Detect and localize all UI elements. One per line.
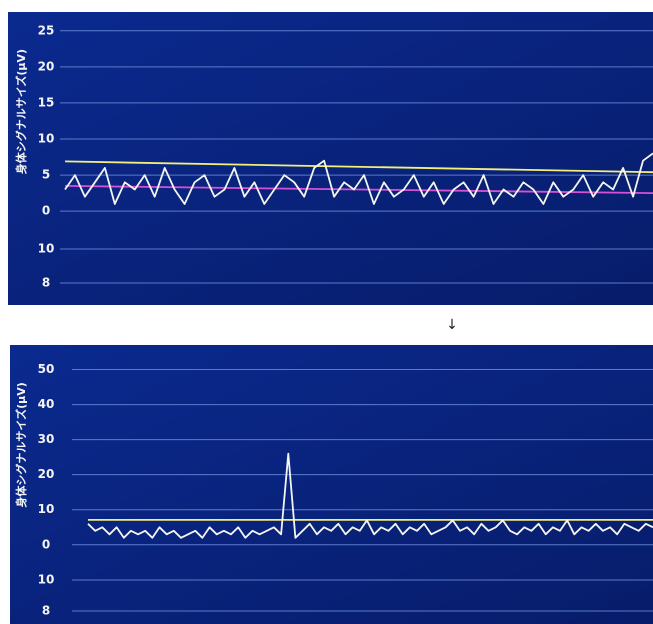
y-axis-label: 身体シグナルサイズ(μV) <box>14 382 28 507</box>
y-tick-label: 8 <box>42 604 50 618</box>
y-tick-label: 10 <box>38 132 55 146</box>
y-tick-label: 50 <box>38 362 55 376</box>
y-tick-label: 40 <box>38 397 55 411</box>
y-tick-label: 30 <box>38 432 55 446</box>
series-line <box>64 160 653 174</box>
y-tick-label: 8 <box>42 276 50 290</box>
y-tick-label: 10 <box>38 502 55 516</box>
screen-bottom <box>10 345 653 624</box>
y-tick-label: 15 <box>38 95 55 109</box>
y-tick-label: 0 <box>42 204 50 218</box>
series-line <box>64 152 653 205</box>
y-tick-label: 5 <box>42 168 50 182</box>
screen-top <box>8 12 653 305</box>
y-tick-label: 0 <box>42 537 50 551</box>
y-tick-label: 10 <box>38 242 55 256</box>
series-line <box>87 452 653 539</box>
y-tick-label: 10 <box>38 573 55 587</box>
y-tick-label: 25 <box>38 23 55 37</box>
y-tick-label: 20 <box>38 467 55 481</box>
series-line <box>64 185 653 194</box>
y-axis-label: 身体シグナルサイズ(μV) <box>14 49 28 174</box>
y-tick-label: 20 <box>38 59 55 73</box>
arrow: ↓ <box>446 317 458 333</box>
